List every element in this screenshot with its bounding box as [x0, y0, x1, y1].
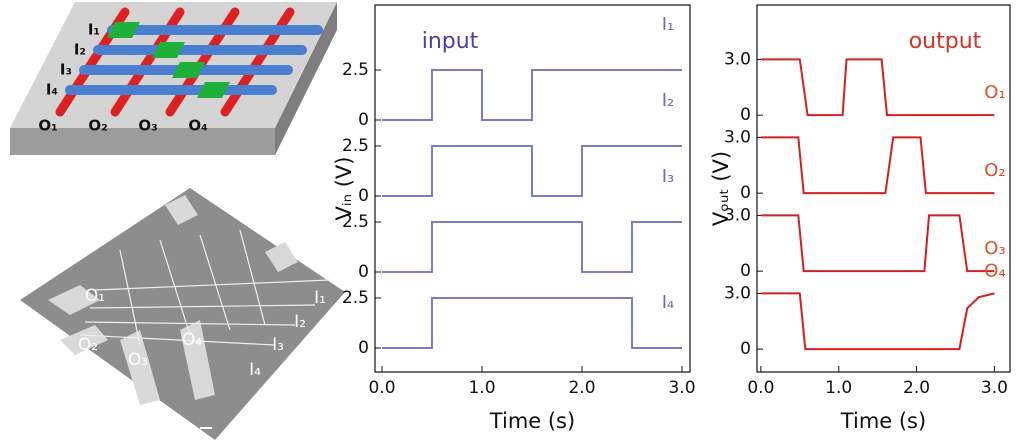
y-axis-title: Vₒᵤₜ (V): [709, 151, 733, 226]
trace: [382, 221, 682, 273]
electrode: [60, 325, 108, 355]
slab-side: [275, 2, 337, 155]
y-tick-label: 2.5: [342, 60, 369, 80]
output-label: O₂: [88, 117, 107, 135]
input-label: I₁: [88, 21, 100, 39]
y-tick-label: 2.5: [342, 136, 369, 156]
electrode: [48, 285, 100, 315]
y-tick-label: 2.5: [342, 212, 369, 232]
y-tick-label: 0: [740, 183, 751, 203]
y-tick-label: 0: [740, 339, 751, 359]
trace-label: O₃: [984, 238, 1005, 259]
junction: [197, 82, 230, 98]
input-label: I₃: [60, 61, 72, 79]
junction: [107, 22, 140, 38]
y-tick-label: 0: [740, 105, 751, 125]
output-label: O₃: [138, 117, 157, 135]
trace-label: I₄: [662, 292, 675, 313]
y-tick-label: 0: [358, 110, 369, 130]
x-axis-title: Time (s): [840, 409, 926, 433]
y-tick-label: 3.0: [724, 49, 751, 69]
input-label: I₁: [314, 288, 326, 308]
electrode: [120, 330, 160, 405]
x-axis-title: Time (s): [489, 409, 575, 433]
x-tick-label: 2.0: [568, 378, 595, 398]
trace: [760, 214, 995, 273]
nanowire: [239, 229, 266, 326]
output-label: O₄: [188, 117, 207, 135]
plot-frame: [756, 4, 1011, 373]
trace-label: I₂: [662, 90, 675, 111]
plot-frame: [374, 4, 691, 373]
trace-label: O₂: [984, 160, 1005, 181]
nanowires: [79, 229, 331, 346]
y-tick-label: 0: [358, 186, 369, 206]
trace: [760, 58, 995, 117]
y-tick-label: 2.5: [342, 288, 369, 308]
trace: [760, 136, 995, 195]
schematic: [10, 2, 337, 155]
junction: [172, 62, 205, 78]
nanowire: [94, 279, 331, 291]
x-tick-label: 2.0: [903, 378, 930, 398]
y-tick-label: 0: [358, 338, 369, 358]
electrode: [165, 195, 198, 225]
output-label: O₁: [85, 286, 105, 306]
junctions: [107, 22, 230, 98]
trace: [760, 292, 995, 351]
x-tick-label: 1.0: [825, 378, 852, 398]
nanowire: [119, 249, 141, 346]
trace-label: O₁: [984, 82, 1005, 103]
input-label: I₂: [74, 41, 86, 59]
panel-title: output: [909, 29, 982, 54]
junction: [152, 42, 185, 58]
y-tick-label: 3.0: [724, 283, 751, 303]
y-tick-label: 0: [740, 261, 751, 281]
input-label: I₃: [272, 335, 284, 355]
electrode: [265, 242, 298, 272]
output-label: O₃: [128, 350, 148, 370]
nanowire: [79, 334, 276, 346]
x-tick-label: 1.0: [468, 378, 495, 398]
slab-front: [10, 128, 275, 155]
nanowire: [199, 234, 231, 331]
y-tick-label: 3.0: [724, 127, 751, 147]
substrate: [20, 188, 345, 440]
nanowire: [89, 304, 316, 309]
y-axis-title: Vᵢₙ (V): [332, 157, 356, 221]
trace: [382, 145, 682, 197]
y-tick-label: 0: [358, 262, 369, 282]
panel-title: input: [422, 29, 479, 54]
x-tick-label: 3.0: [668, 378, 695, 398]
x-tick-label: 3.0: [981, 378, 1008, 398]
output-label: O₄: [182, 330, 202, 350]
trace-label: O₄: [984, 260, 1005, 281]
x-tick-label: 0.0: [747, 378, 774, 398]
trace: [382, 297, 682, 349]
trace-label: I₁: [662, 14, 675, 35]
trace: [382, 69, 682, 121]
trace-label: I₃: [662, 166, 675, 187]
nanowire: [159, 239, 191, 336]
nanowire: [84, 321, 296, 326]
y-tick-label: 3.0: [724, 205, 751, 225]
input-wires: [65, 25, 323, 95]
input-label: I₄: [46, 81, 58, 99]
input-label: I₂: [294, 312, 306, 332]
x-tick-label: 0.0: [368, 378, 395, 398]
micrograph: [20, 188, 345, 440]
output-label: O₁: [38, 117, 57, 135]
output-label: O₂: [78, 335, 98, 355]
input-label: I₄: [249, 360, 261, 380]
